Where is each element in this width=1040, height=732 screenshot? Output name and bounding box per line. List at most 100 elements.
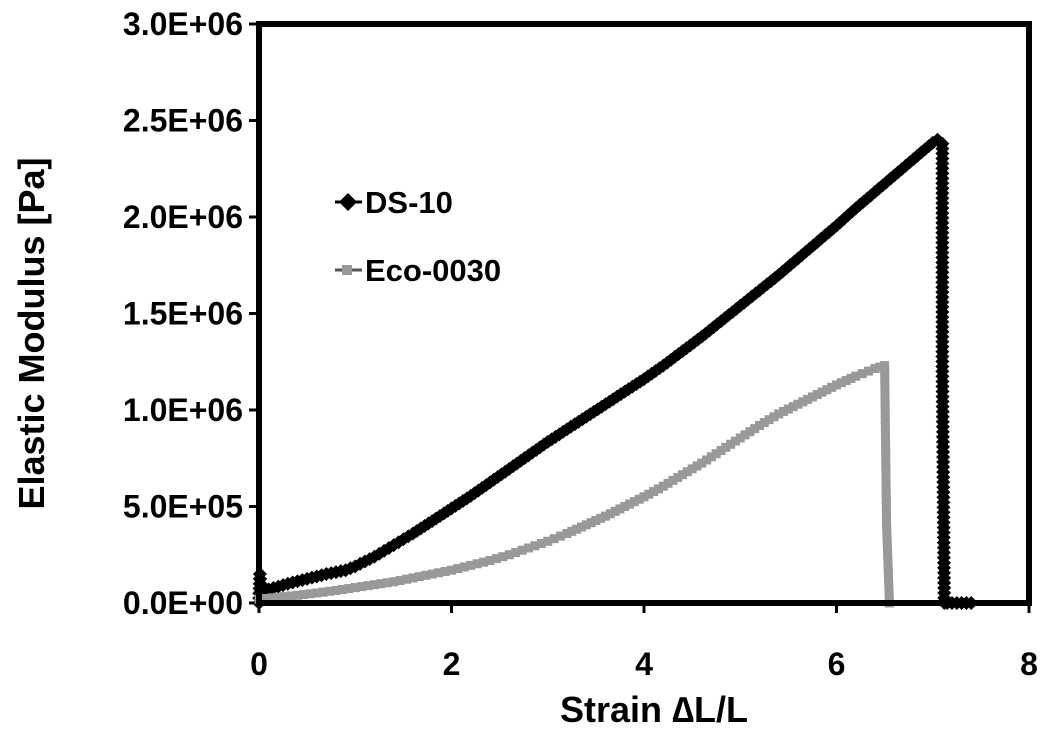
data-point (882, 543, 892, 553)
data-point (581, 520, 591, 530)
data-point (299, 590, 309, 600)
data-point (472, 559, 482, 569)
plot-area-frame (256, 21, 1032, 606)
x-tick-label: 6 (828, 646, 846, 682)
data-point (459, 562, 469, 572)
data-point (716, 446, 726, 456)
y-axis-ticks: 0.0E+00 5.0E+05 1.0E+06 1.5E+06 2.0E+06 2.5E+… (123, 6, 259, 621)
x-tick-label: 0 (250, 646, 268, 682)
data-point (882, 537, 892, 547)
data-point (498, 552, 508, 562)
data-point (883, 561, 893, 571)
legend: DS-10 Eco-0030 (335, 185, 501, 288)
x-axis-ticks: 0 2 4 6 8 (250, 603, 1038, 682)
data-point (318, 587, 328, 597)
data-point (567, 526, 577, 536)
data-point (841, 376, 851, 386)
data-point (779, 406, 789, 416)
data-point (881, 507, 891, 517)
data-point (491, 554, 501, 564)
data-point (880, 421, 890, 431)
data-point (740, 430, 750, 440)
data-point (610, 506, 620, 516)
data-point (517, 545, 527, 555)
data-point (586, 518, 596, 528)
data-point (687, 464, 697, 474)
data-point (881, 488, 891, 498)
data-point (453, 564, 463, 574)
data-point (788, 402, 798, 412)
data-point (832, 380, 841, 390)
data-point (596, 513, 606, 523)
data-point (883, 549, 893, 559)
data-point (880, 415, 890, 425)
legend-label-eco-0030: Eco-0030 (365, 253, 501, 288)
data-point (402, 574, 412, 584)
data-point (605, 509, 615, 519)
data-point (884, 586, 894, 596)
data-point (350, 583, 360, 593)
data-point (325, 586, 335, 596)
y-tick-label: 3.0E+06 (123, 6, 243, 42)
data-point (663, 478, 673, 488)
data-point (881, 464, 891, 474)
data-point (884, 574, 894, 584)
data-point (883, 555, 893, 565)
data-point (273, 592, 283, 602)
data-point (337, 584, 347, 594)
data-point (653, 484, 663, 494)
x-tick-label: 4 (635, 646, 653, 682)
data-point (836, 378, 846, 388)
data-point (395, 575, 405, 585)
data-point (549, 534, 559, 544)
y-tick-label: 2.5E+06 (123, 103, 243, 139)
data-point (764, 415, 774, 425)
data-point (827, 382, 837, 392)
data-point (711, 449, 721, 459)
data-point (556, 531, 566, 541)
data-point (260, 593, 270, 603)
y-axis-title: Elastic Modulus [Pa] (11, 157, 52, 509)
data-point (857, 369, 867, 379)
data-point (881, 476, 891, 486)
data-point (536, 538, 546, 548)
y-tick-label: 1.5E+06 (123, 296, 243, 332)
data-point (530, 541, 540, 551)
data-point (735, 433, 745, 443)
data-point (389, 577, 399, 587)
data-point (882, 525, 892, 535)
data-point (875, 362, 885, 372)
data-point (730, 436, 740, 446)
data-point (357, 582, 367, 592)
data-point (881, 501, 891, 511)
x-tick-label: 8 (1020, 646, 1038, 682)
data-point (414, 572, 424, 582)
data-point (750, 424, 760, 434)
data-point (447, 565, 456, 575)
data-point (668, 475, 678, 485)
data-point (881, 446, 891, 456)
data-point (880, 391, 890, 401)
data-point (880, 379, 890, 389)
data-point (880, 397, 890, 407)
data-point (601, 511, 610, 521)
x-axis-title: Strain ∆L/L (560, 689, 748, 730)
data-point (363, 581, 373, 591)
data-point (376, 579, 386, 589)
data-point (692, 461, 702, 471)
y-tick-label: 5.0E+05 (123, 489, 243, 525)
data-point (883, 568, 893, 578)
data-point (370, 580, 379, 590)
data-point (382, 578, 392, 588)
data-point (479, 557, 489, 567)
legend-entry-eco-0030: Eco-0030 (335, 253, 501, 288)
data-point (620, 502, 630, 511)
data-point (774, 409, 784, 419)
data-point (421, 570, 431, 580)
data-point (678, 470, 687, 480)
data-point (344, 584, 354, 594)
data-point (807, 392, 817, 402)
data-point (759, 418, 769, 428)
x-tick-label: 2 (443, 646, 461, 682)
data-point (543, 536, 553, 546)
